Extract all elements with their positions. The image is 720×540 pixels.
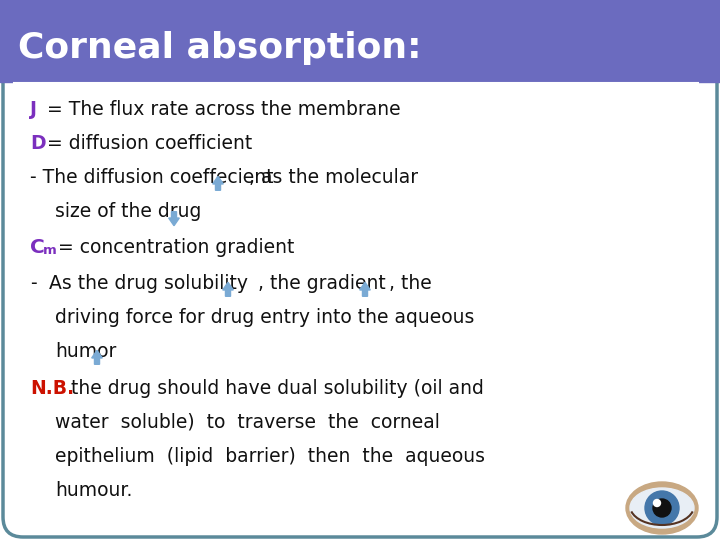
Text: = diffusion coefficient: = diffusion coefficient [41, 134, 252, 153]
Text: epithelium  (lipid  barrier)  then  the  aqueous: epithelium (lipid barrier) then the aque… [55, 447, 485, 466]
Text: Corneal absorption:: Corneal absorption: [18, 31, 421, 65]
Ellipse shape [626, 482, 698, 534]
Text: water  soluble)  to  traverse  the  corneal: water soluble) to traverse the corneal [55, 413, 440, 432]
Text: C: C [30, 238, 45, 257]
Ellipse shape [630, 488, 694, 528]
Text: = concentration gradient: = concentration gradient [52, 238, 294, 257]
Text: humour.: humour. [55, 481, 132, 500]
Polygon shape [91, 350, 102, 365]
Circle shape [645, 491, 679, 525]
Text: J: J [30, 100, 37, 119]
Text: , the gradient: , the gradient [246, 274, 386, 293]
Text: m: m [43, 244, 57, 257]
FancyBboxPatch shape [0, 0, 700, 82]
Polygon shape [168, 212, 179, 226]
Text: As the drug solubility: As the drug solubility [49, 274, 248, 293]
Text: -: - [30, 274, 37, 293]
Text: size of the drug: size of the drug [55, 202, 202, 221]
Polygon shape [222, 282, 233, 296]
Polygon shape [360, 282, 370, 296]
FancyBboxPatch shape [3, 3, 717, 537]
Text: = The flux rate across the membrane: = The flux rate across the membrane [41, 100, 400, 119]
Circle shape [653, 499, 671, 517]
Polygon shape [212, 176, 223, 190]
Circle shape [654, 500, 660, 507]
Text: - The diffusion coeffecient: - The diffusion coeffecient [30, 168, 274, 187]
Text: , as the molecular: , as the molecular [237, 168, 418, 187]
Text: the drug should have dual solubility (oil and: the drug should have dual solubility (oi… [65, 379, 484, 398]
Text: driving force for drug entry into the aqueous: driving force for drug entry into the aq… [55, 308, 474, 327]
Text: humor: humor [55, 342, 117, 361]
Text: N.B.: N.B. [30, 379, 74, 398]
Text: , the: , the [383, 274, 432, 293]
Text: D: D [30, 134, 45, 153]
